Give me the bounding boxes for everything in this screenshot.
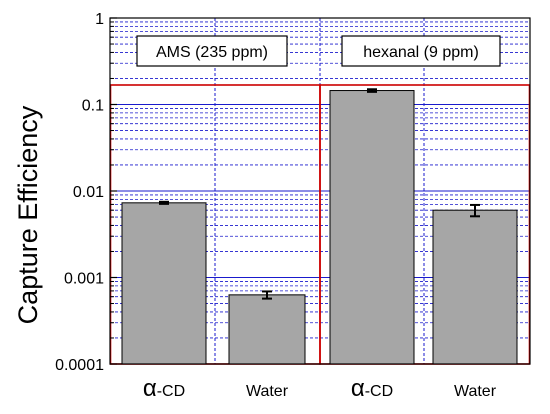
group-label-ams: AMS (235 ppm) — [156, 44, 268, 61]
y-axis-title: Capture Efficiency — [13, 105, 43, 324]
x-category-label: Water — [246, 383, 289, 400]
y-tick-label: 0.001 — [64, 271, 104, 288]
group-label-hexanal: hexanal (9 ppm) — [363, 44, 479, 61]
bar — [432, 209, 518, 365]
group-label-ams-box — [136, 35, 288, 67]
bars — [121, 88, 518, 365]
x-category-label: α-CD — [143, 375, 185, 402]
x-category-label: Water — [454, 383, 497, 400]
y-tick-label: 0.01 — [73, 184, 104, 201]
group-label-hexanal-box — [341, 35, 501, 67]
y-tick-label: 1 — [95, 11, 104, 28]
y-tick-label: 0.0001 — [55, 357, 104, 374]
bar — [228, 294, 306, 365]
bar — [121, 202, 207, 365]
bar — [329, 90, 415, 365]
x-category-label: α-CD — [351, 375, 393, 402]
labels: 1 0.1 0.01 0.001 0.0001 AMS (235 ppm) hexanal … — [55, 11, 501, 402]
axes — [109, 17, 531, 365]
y-tick-label: 0.1 — [82, 98, 104, 115]
